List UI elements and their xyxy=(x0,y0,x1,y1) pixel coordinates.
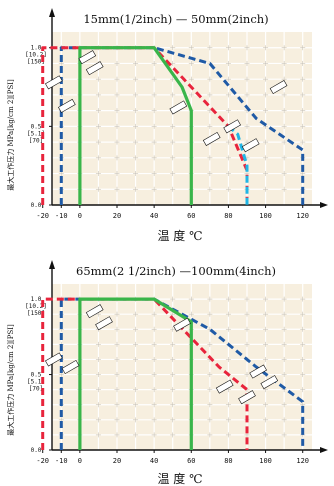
x-tick-label: 120 xyxy=(296,457,309,465)
x-tick-label: 120 xyxy=(296,212,309,220)
x-axis-label: 温 度 ℃ xyxy=(157,471,202,486)
x-tick-label: -20 xyxy=(36,212,49,220)
y-tick-label: [70] xyxy=(29,137,43,144)
y-tick-label: 1.0 xyxy=(31,45,42,52)
chart-title: 15mm(1/2inch) — 50mm(2inch) xyxy=(83,12,268,26)
x-tick-label: 60 xyxy=(187,457,195,465)
y-axis-label: 最大工作压力 MPa[kg/cm 2][PSI] xyxy=(6,324,15,436)
x-tick-label: 80 xyxy=(224,212,232,220)
x-tick-label: 20 xyxy=(113,212,121,220)
x-tick-label: 20 xyxy=(113,457,121,465)
x-axis-label: 温 度 ℃ xyxy=(157,228,202,243)
x-tick-label: -20 xyxy=(36,457,49,465)
y-tick-label: 0.0 xyxy=(31,447,42,454)
x-tick-label: 100 xyxy=(259,457,272,465)
y-tick-label: 0.0 xyxy=(31,202,42,209)
plot-background xyxy=(52,284,312,450)
x-tick-label: -10 xyxy=(55,457,68,465)
x-tick-label: 0 xyxy=(78,457,82,465)
y-tick-label: 0.5 xyxy=(31,372,42,379)
chart-2: -10-20 0 20 40 60 80 100 1201.0[10.2][150]0.5[5… xyxy=(25,260,328,465)
x-tick-label: -10 xyxy=(55,212,68,220)
x-tick-label: 0 xyxy=(78,212,82,220)
y-axis-arrow xyxy=(49,8,55,17)
x-tick-label: 80 xyxy=(224,457,232,465)
x-axis-arrow xyxy=(320,202,328,208)
x-tick-label: 40 xyxy=(150,212,158,220)
y-tick-label: 0.5 xyxy=(31,123,42,130)
y-axis-arrow xyxy=(49,260,55,269)
x-tick-label: 60 xyxy=(187,212,195,220)
x-tick-label: 40 xyxy=(150,457,158,465)
x-tick-label: 100 xyxy=(259,212,272,220)
x-axis-arrow xyxy=(320,447,328,453)
y-tick-label: [70] xyxy=(29,386,43,393)
chart-title: 65mm(2 1/2inch) —100mm(4inch) xyxy=(76,264,276,278)
y-axis-label: 最大工作压力 MPa[kg/cm 2][PSI] xyxy=(6,79,15,191)
y-tick-label: 1.0 xyxy=(31,296,42,303)
chart-1: -10-20 0 20 40 60 80 100 1201.0[10.2][150]0.5[5… xyxy=(25,8,328,220)
